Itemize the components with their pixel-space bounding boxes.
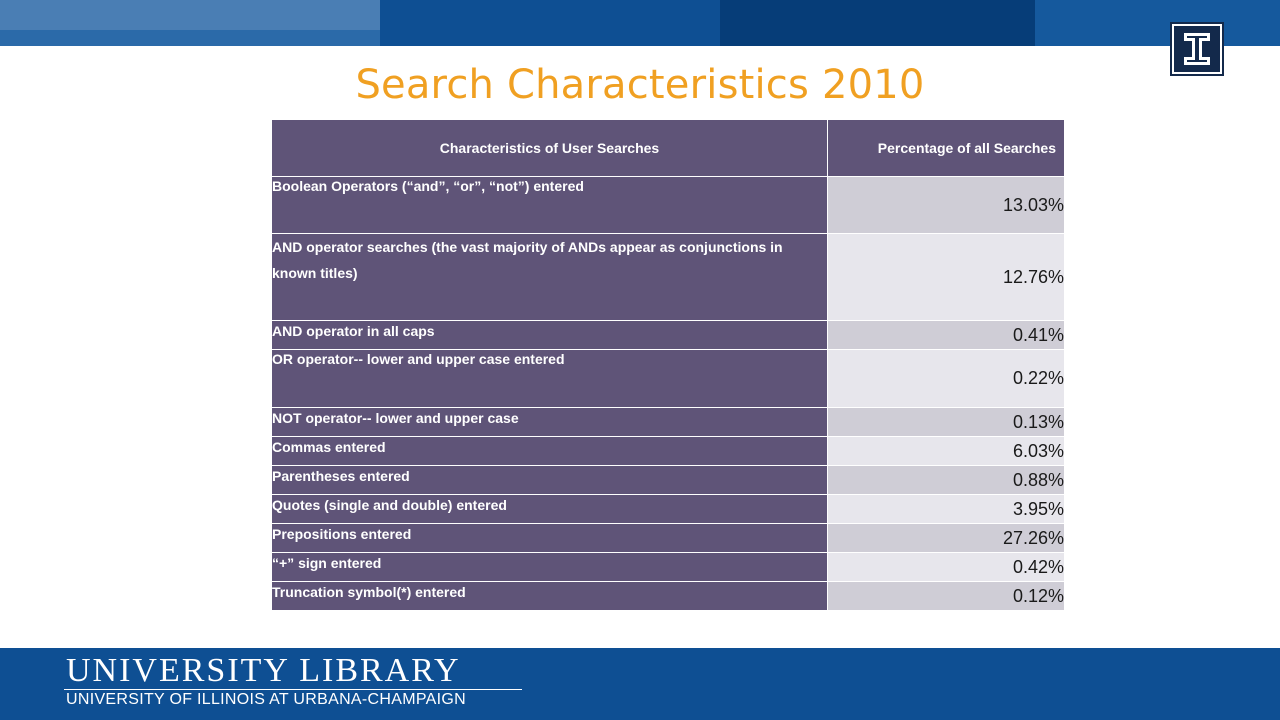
row-label: AND operator searches (the vast majority… bbox=[271, 233, 828, 321]
banner-block bbox=[0, 0, 380, 30]
row-value: 0.22% bbox=[827, 349, 1065, 408]
row-label: “+” sign entered bbox=[271, 552, 828, 582]
row-label: Boolean Operators (“and”, “or”, “not”) e… bbox=[271, 176, 828, 234]
row-label: NOT operator-- lower and upper case bbox=[271, 407, 828, 437]
table-row: Prepositions entered 27.26% bbox=[271, 523, 1065, 553]
row-value: 0.42% bbox=[827, 552, 1065, 582]
table-row: AND operator in all caps 0.41% bbox=[271, 320, 1065, 350]
table-row: Commas entered 6.03% bbox=[271, 436, 1065, 466]
banner-block bbox=[720, 0, 1035, 46]
footer-library-name: UNIVERSITY LIBRARY bbox=[66, 652, 461, 689]
row-label: Prepositions entered bbox=[271, 523, 828, 553]
footer-university-name: UNIVERSITY OF ILLINOIS AT URBANA-CHAMPAI… bbox=[66, 691, 466, 708]
column-header-percentage: Percentage of all Searches bbox=[827, 119, 1065, 177]
table-row: Parentheses entered 0.88% bbox=[271, 465, 1065, 495]
footer-banner bbox=[0, 648, 1280, 720]
table-row: Truncation symbol(*) entered 0.12% bbox=[271, 581, 1065, 611]
row-value: 0.88% bbox=[827, 465, 1065, 495]
row-value: 27.26% bbox=[827, 523, 1065, 553]
column-header-characteristics: Characteristics of User Searches bbox=[271, 119, 828, 177]
block-i-logo-icon bbox=[1172, 24, 1222, 74]
top-banner bbox=[0, 0, 1280, 46]
footer-divider bbox=[64, 689, 522, 690]
row-label: Parentheses entered bbox=[271, 465, 828, 495]
banner-block bbox=[1035, 0, 1280, 46]
table-row: NOT operator-- lower and upper case 0.13… bbox=[271, 407, 1065, 437]
row-value: 6.03% bbox=[827, 436, 1065, 466]
row-value: 0.13% bbox=[827, 407, 1065, 437]
table-row: “+” sign entered 0.42% bbox=[271, 552, 1065, 582]
row-label: AND operator in all caps bbox=[271, 320, 828, 350]
table-header-row: Characteristics of User Searches Percent… bbox=[271, 119, 1065, 177]
table-row: OR operator-- lower and upper case enter… bbox=[271, 349, 1065, 408]
table-row: Boolean Operators (“and”, “or”, “not”) e… bbox=[271, 176, 1065, 234]
row-label: Quotes (single and double) entered bbox=[271, 494, 828, 524]
banner-block bbox=[0, 30, 380, 46]
table-row: AND operator searches (the vast majority… bbox=[271, 233, 1065, 321]
row-label: OR operator-- lower and upper case enter… bbox=[271, 349, 828, 408]
table-row: Quotes (single and double) entered 3.95% bbox=[271, 494, 1065, 524]
row-value: 3.95% bbox=[827, 494, 1065, 524]
slide-title: Search Characteristics 2010 bbox=[355, 62, 925, 108]
search-characteristics-table: Characteristics of User Searches Percent… bbox=[271, 119, 1065, 611]
row-value: 12.76% bbox=[827, 233, 1065, 321]
row-value: 0.12% bbox=[827, 581, 1065, 611]
row-label: Truncation symbol(*) entered bbox=[271, 581, 828, 611]
row-value: 13.03% bbox=[827, 176, 1065, 234]
row-label: Commas entered bbox=[271, 436, 828, 466]
row-value: 0.41% bbox=[827, 320, 1065, 350]
